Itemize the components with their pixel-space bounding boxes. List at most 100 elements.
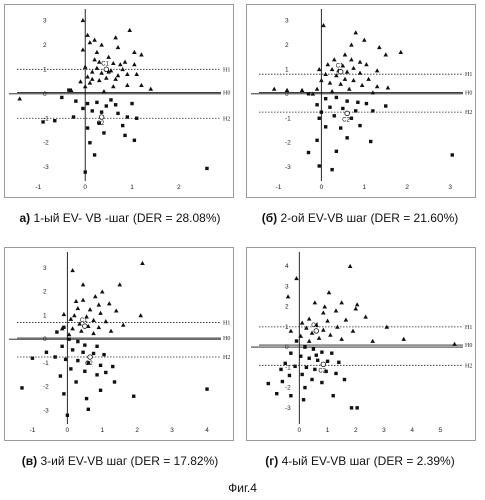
triangle-point [98, 310, 103, 315]
triangle-point [347, 263, 353, 268]
centroid-marker [313, 328, 319, 334]
square-point [60, 344, 64, 349]
centroid-marker [103, 66, 109, 72]
scatter-plot-3: H1 H0 H2 -1 0 1 2 3 4 -3 -2 -1 0 1 2 3 C1 C2 [9, 252, 230, 434]
triangle-point [89, 76, 95, 81]
square-point [330, 167, 334, 172]
y-tick-label: 4 [285, 263, 289, 270]
triangle-point [94, 65, 100, 70]
triangle-point [299, 320, 305, 325]
centroid-marker [337, 69, 344, 75]
y-tick-label: -2 [43, 384, 49, 391]
square-point [132, 394, 136, 398]
square-point [70, 348, 75, 352]
square-point [341, 106, 345, 111]
triangle-point [77, 321, 82, 326]
triangle-point [96, 302, 102, 307]
square-point [356, 100, 360, 105]
triangle-point [89, 69, 95, 74]
triangle-point [357, 59, 363, 64]
x-tick-label: 1 [326, 427, 330, 434]
square-point [345, 136, 349, 140]
triangle-point [294, 275, 299, 281]
square-point [289, 351, 293, 355]
triangle-point [80, 297, 86, 302]
triangle-point [134, 71, 140, 77]
triangle-point [334, 73, 339, 78]
y-tick-label: -1 [285, 364, 291, 371]
square-point [320, 380, 324, 385]
square-point [320, 350, 324, 354]
x-tick-label: -1 [30, 427, 36, 434]
triangle-point [106, 301, 112, 306]
square-point [306, 92, 311, 96]
hline-label: H1 [465, 72, 472, 78]
triangle-point [127, 27, 133, 32]
square-point [315, 138, 319, 142]
square-point [132, 138, 137, 142]
centroid-marker [320, 361, 327, 368]
triangle-point [139, 52, 144, 57]
centroid-marker [87, 354, 93, 360]
triangle-point [370, 90, 376, 95]
triangle-point [326, 290, 332, 295]
triangle-point [329, 89, 335, 94]
y-tick-label: 0 [285, 91, 289, 98]
square-point [330, 351, 334, 355]
triangle-point [288, 328, 294, 333]
triangle-point [108, 328, 114, 333]
square-point [450, 153, 454, 157]
triangle-point [383, 52, 389, 57]
triangle-point [108, 68, 114, 73]
triangle-point [366, 76, 371, 81]
caption-letter: (г) [265, 454, 279, 468]
y-tick-label: 3 [43, 17, 47, 24]
square-point [65, 413, 70, 417]
triangle-point [328, 332, 333, 337]
square-point [67, 337, 71, 341]
y-tick-label: -3 [285, 164, 291, 171]
triangle-point [321, 327, 326, 332]
triangle-point [68, 316, 74, 321]
triangle-point [103, 319, 109, 324]
triangle-point [93, 294, 98, 299]
square-point [324, 369, 328, 374]
square-point [120, 123, 125, 128]
square-point [369, 139, 373, 144]
triangle-point [353, 30, 359, 35]
caption-text: 1-ый EV- VB -шаг (DER = 28.08%) [30, 211, 221, 225]
triangle-point [370, 338, 375, 343]
square-point [130, 101, 134, 106]
triangle-point [374, 68, 380, 73]
square-point [331, 394, 335, 398]
triangle-point [329, 66, 335, 72]
triangle-point [132, 49, 137, 55]
centroid-label: C1 [311, 323, 319, 329]
square-point [300, 372, 304, 377]
x-tick-label: 1 [130, 184, 134, 191]
triangle-point [321, 22, 326, 28]
hline-label: H2 [465, 363, 472, 369]
triangle-point [306, 316, 312, 321]
square-point [20, 386, 24, 390]
square-point [83, 170, 87, 174]
scatter-panel-4: H1 H0 H2 0 1 2 3 4 5 -3 -2 -1 0 1 2 3 4 C1 C2 [246, 247, 476, 441]
triangle-point [344, 69, 350, 74]
square-point [67, 88, 71, 92]
triangle-point [96, 325, 102, 330]
y-tick-label: 1 [285, 324, 289, 331]
square-point [349, 116, 354, 120]
caption-text: 4-ый EV-VB шаг (DER = 2.39%) [278, 454, 455, 468]
square-point [317, 164, 321, 168]
square-point [63, 357, 68, 362]
square-point [328, 105, 332, 109]
triangle-point [385, 85, 391, 90]
square-point [104, 370, 108, 375]
y-tick-label: 0 [285, 344, 289, 351]
triangle-point [96, 59, 102, 64]
triangle-point [91, 330, 96, 336]
square-point [76, 358, 80, 363]
triangle-point [122, 59, 128, 64]
figure-label: Фиг.4 [228, 481, 257, 495]
triangle-point [111, 84, 116, 89]
